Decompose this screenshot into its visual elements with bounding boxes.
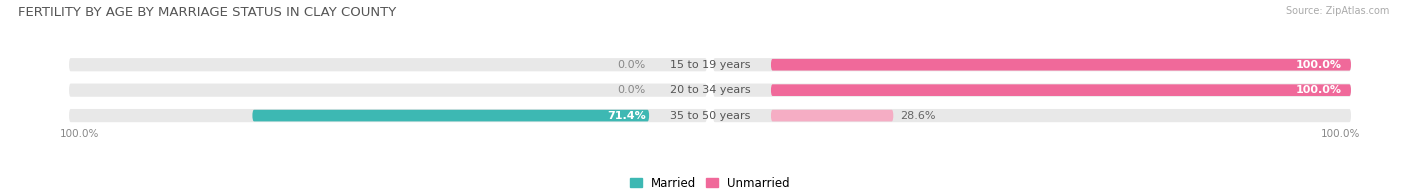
- Text: 100.0%: 100.0%: [1322, 129, 1361, 139]
- Text: 28.6%: 28.6%: [900, 111, 935, 121]
- Text: 0.0%: 0.0%: [617, 60, 645, 70]
- FancyBboxPatch shape: [69, 58, 707, 71]
- FancyBboxPatch shape: [770, 59, 1351, 71]
- Text: 35 to 50 years: 35 to 50 years: [669, 111, 751, 121]
- FancyBboxPatch shape: [770, 110, 893, 121]
- Text: 71.4%: 71.4%: [607, 111, 645, 121]
- Text: Source: ZipAtlas.com: Source: ZipAtlas.com: [1285, 6, 1389, 16]
- FancyBboxPatch shape: [770, 84, 1351, 96]
- FancyBboxPatch shape: [69, 83, 707, 97]
- Text: 100.0%: 100.0%: [59, 129, 98, 139]
- Text: 20 to 34 years: 20 to 34 years: [669, 85, 751, 95]
- FancyBboxPatch shape: [252, 110, 650, 121]
- Text: 0.0%: 0.0%: [617, 85, 645, 95]
- Text: 100.0%: 100.0%: [1295, 85, 1341, 95]
- FancyBboxPatch shape: [69, 109, 707, 122]
- FancyBboxPatch shape: [713, 109, 1351, 122]
- Text: 100.0%: 100.0%: [1295, 60, 1341, 70]
- Text: 15 to 19 years: 15 to 19 years: [669, 60, 751, 70]
- Legend: Married, Unmarried: Married, Unmarried: [630, 177, 790, 190]
- Text: FERTILITY BY AGE BY MARRIAGE STATUS IN CLAY COUNTY: FERTILITY BY AGE BY MARRIAGE STATUS IN C…: [18, 6, 396, 19]
- FancyBboxPatch shape: [713, 83, 1351, 97]
- FancyBboxPatch shape: [713, 58, 1351, 71]
